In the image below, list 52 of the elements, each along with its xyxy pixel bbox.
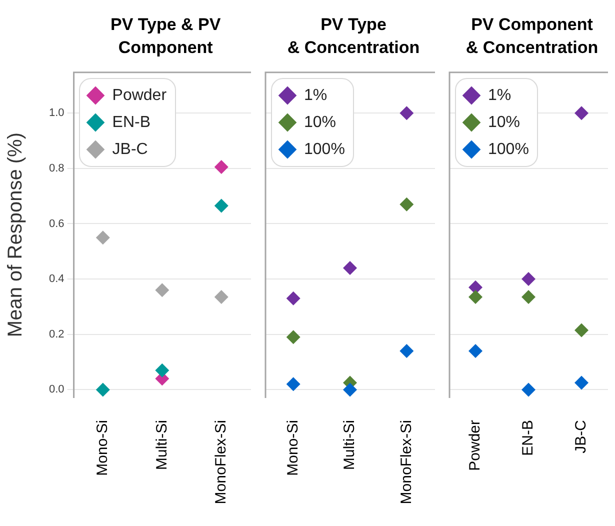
x-tick-label: EN-B [520, 420, 537, 456]
x-tick-label: Multi-Si [341, 420, 358, 470]
point [468, 290, 482, 304]
x-tick-label: Mono-Si [284, 420, 302, 476]
chart-title: PV Type & Concentration [286, 14, 421, 59]
legend-label: 1% [304, 86, 328, 104]
chart-title: PV Component & Concentration [464, 14, 600, 59]
point [400, 197, 414, 212]
x-tick-label: JB-C [572, 420, 590, 454]
y-tick-label: 0.6 [48, 218, 64, 230]
point [286, 377, 300, 392]
point [400, 106, 414, 120]
point [522, 382, 536, 397]
x-tick-label: MonoFlex-Si [398, 420, 415, 504]
point [286, 291, 300, 306]
point [574, 376, 588, 390]
point [343, 260, 357, 275]
x-tick-label: Multi-Si [153, 420, 170, 470]
point [214, 160, 228, 174]
point [96, 382, 110, 397]
legend-label: 10% [304, 114, 336, 132]
x-tick-label: MonoFlex-Si [212, 420, 230, 504]
point [574, 106, 588, 120]
legend-label: EN-B [112, 114, 151, 132]
point [96, 230, 110, 245]
point [522, 272, 536, 286]
legend-label: 100% [304, 140, 345, 158]
x-tick-label: Powder [466, 420, 484, 471]
y-tick-label: 1.0 [48, 107, 64, 120]
y-tick-label: 0.4 [48, 273, 64, 286]
point [468, 344, 482, 358]
legend-label: 10% [488, 114, 520, 132]
y-tick-label: 0.0 [48, 384, 64, 396]
point [155, 363, 170, 378]
legend-label: Powder [112, 86, 167, 104]
legend-label: 1% [488, 86, 512, 104]
y-tick-label: 0.2 [48, 328, 64, 340]
point [400, 344, 414, 358]
point [343, 382, 357, 397]
legend-label: 100% [488, 140, 529, 158]
y-tick-label: 0.8 [48, 162, 64, 174]
legend-label: JB-C [112, 140, 148, 158]
point [155, 283, 170, 298]
point [522, 290, 536, 304]
point [468, 280, 482, 294]
y-axis-title: Mean of Response (%) [4, 132, 27, 338]
chart-title: PV Type & PV Component [110, 14, 222, 59]
point [214, 290, 228, 304]
x-tick-label: Mono-Si [94, 420, 112, 476]
point [214, 198, 228, 213]
point [286, 330, 300, 344]
point [574, 323, 588, 338]
